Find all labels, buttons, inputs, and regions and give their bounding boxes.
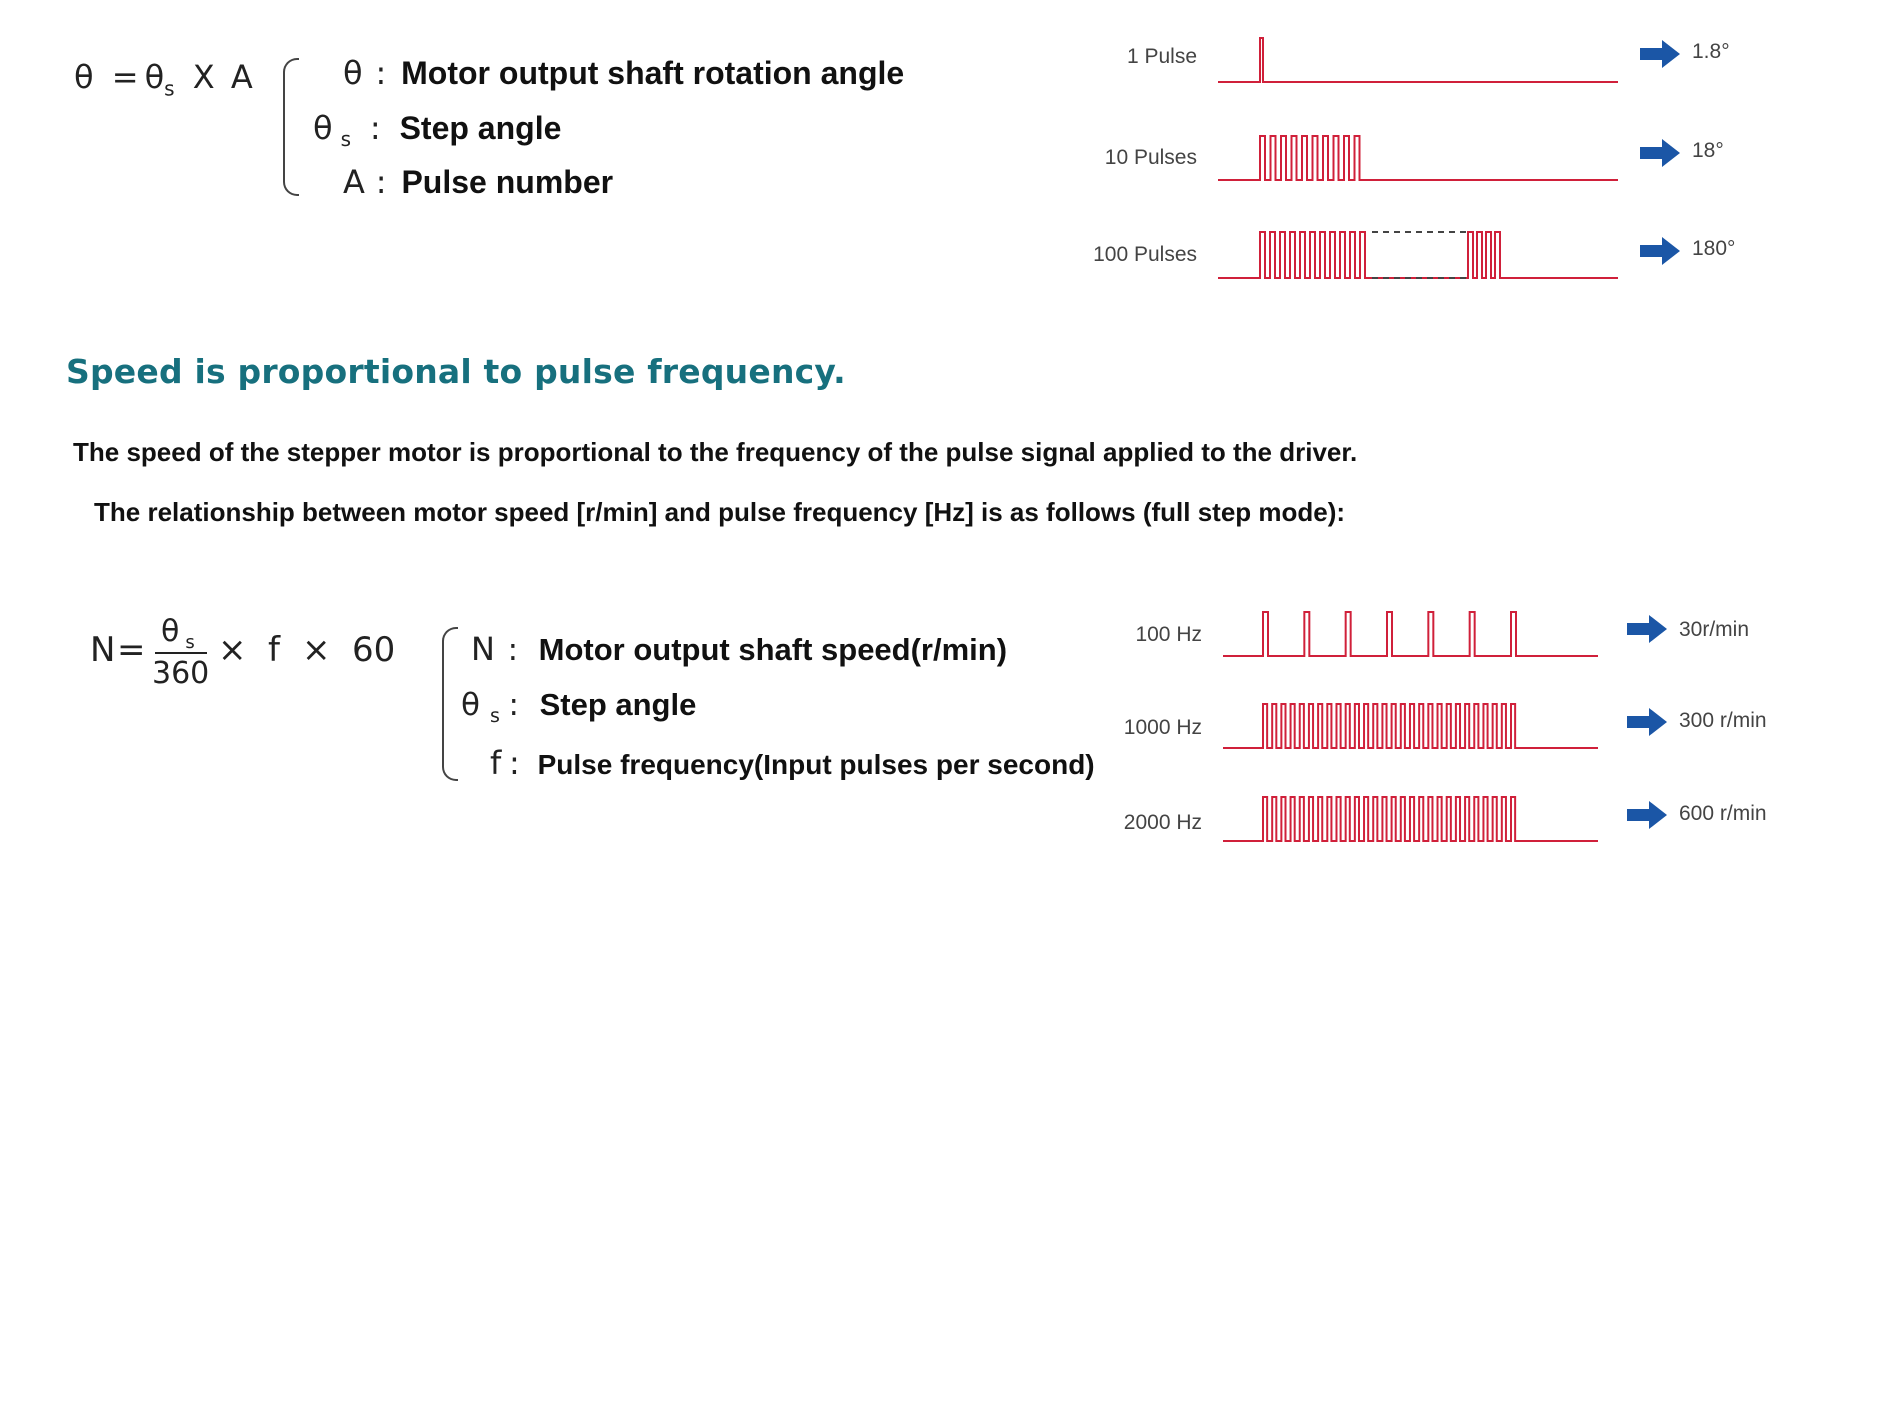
paragraph-speed: The speed of the stepper motor is propor… <box>73 437 1358 467</box>
angle-formula: θ = θs X A <box>74 58 253 100</box>
definition-separator: : <box>375 163 387 201</box>
pulse-waveform-line <box>1218 231 1618 279</box>
pulse-row-label: 1 Pulse <box>1126 45 1197 68</box>
definition-text: Pulse number <box>401 164 614 200</box>
definition-frequency: f : Pulse frequency(Input pulses per sec… <box>490 744 1095 782</box>
section-heading: Speed is proportional to pulse frequency… <box>66 352 846 391</box>
arrow-right-icon <box>1627 615 1667 643</box>
definition-symbol: N <box>471 630 495 668</box>
frequency-waveform-2000hz <box>1223 796 1598 842</box>
pulse-waveform-1 <box>1218 37 1618 83</box>
pulse-waveform-100 <box>1218 231 1618 279</box>
times-sign: X <box>192 58 215 96</box>
speed-result: 30r/min <box>1679 618 1750 641</box>
definition-text: Motor output shaft speed(r/min) <box>538 632 1008 667</box>
definition-separator: : <box>507 632 519 668</box>
rotation-result: 180° <box>1692 237 1736 260</box>
definition-subscript: s <box>489 705 500 728</box>
pulse-waveform-line <box>1218 37 1618 83</box>
definition-pulse-number: A : Pulse number <box>343 163 613 201</box>
theta-s-symbol: θ <box>144 58 165 96</box>
definition-symbol: θ <box>343 54 363 92</box>
pulse-waveform-10 <box>1218 135 1618 181</box>
paragraph-relationship: The relationship between motor speed [r/… <box>94 497 1346 527</box>
arrow-right-icon <box>1640 139 1680 167</box>
fraction-denominator: 360 <box>152 656 210 691</box>
rotation-result: 1.8° <box>1692 40 1730 63</box>
pulse-waveform-line <box>1223 611 1598 657</box>
rotation-result: 18° <box>1692 139 1724 162</box>
equals-sign: = <box>111 58 139 96</box>
definition-symbol: A <box>343 163 365 201</box>
definition-separator: : <box>509 744 520 782</box>
definition-separator: : <box>369 109 381 147</box>
speed-symbol: N <box>90 630 116 670</box>
times-sign: × <box>302 630 331 670</box>
arrow-right-icon <box>1627 801 1667 829</box>
fraction-bar <box>155 652 207 654</box>
definition-text: Step angle <box>539 687 697 722</box>
equals-sign: = <box>117 630 146 670</box>
pulse-waveform-line <box>1218 135 1618 181</box>
theta-symbol: θ <box>161 614 180 649</box>
speed-result: 600 r/min <box>1679 802 1767 825</box>
definition-text: Pulse frequency(Input pulses per second) <box>537 749 1095 780</box>
times-sign: × <box>218 630 247 670</box>
arrow-right-icon <box>1640 40 1680 68</box>
pulse-waveform-line <box>1223 796 1598 842</box>
definition-separator: : <box>508 687 519 723</box>
definition-symbol: θ <box>313 109 333 147</box>
frequency-symbol: f <box>268 630 280 670</box>
pulse-waveform-line <box>1223 703 1598 749</box>
definition-symbol: f <box>490 744 502 782</box>
sixty-constant: 60 <box>352 630 396 670</box>
definition-text: Motor output shaft rotation angle <box>401 55 905 91</box>
definition-speed: N : Motor output shaft speed(r/min) <box>471 630 1007 668</box>
frequency-waveform-100hz <box>1223 611 1598 657</box>
arrow-right-icon <box>1627 708 1667 736</box>
pulse-number-symbol: A <box>230 58 253 96</box>
frequency-waveform-1000hz <box>1223 703 1598 749</box>
definition-symbol: θ <box>461 687 480 723</box>
definition-theta: θ : Motor output shaft rotation angle <box>343 54 904 92</box>
speed-result: 300 r/min <box>1679 709 1767 732</box>
frequency-label: 100 Hz <box>1135 623 1202 646</box>
frequency-label: 2000 Hz <box>1123 811 1202 834</box>
definition-separator: : <box>375 54 387 92</box>
theta-symbol: θ <box>74 58 94 96</box>
definition-text: Step angle <box>399 110 562 146</box>
frequency-label: 1000 Hz <box>1123 716 1202 739</box>
definitions-brace <box>283 58 299 196</box>
definition-subscript: s <box>340 127 351 152</box>
arrow-right-icon <box>1640 237 1680 265</box>
subscript-s: s <box>185 632 195 653</box>
pulse-row-label: 10 Pulses <box>1104 146 1197 169</box>
pulse-row-label: 100 Pulses <box>1093 243 1197 266</box>
definitions-brace <box>442 627 458 781</box>
subscript-s: s <box>164 76 175 101</box>
